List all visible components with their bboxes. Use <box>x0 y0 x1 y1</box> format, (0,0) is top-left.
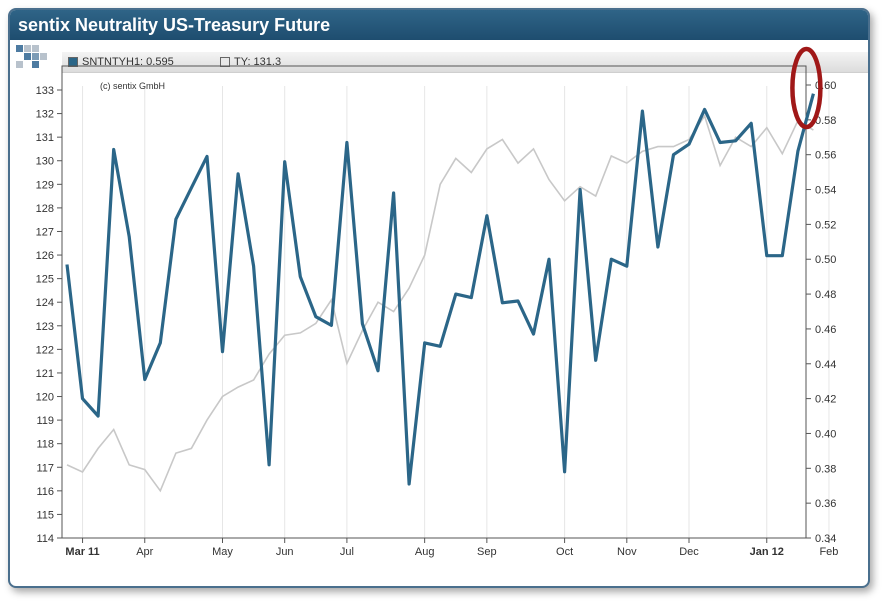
x-tick-label: May <box>212 546 233 558</box>
x-tick-label: Jun <box>276 546 294 558</box>
chart-panel: sentix Neutrality US-Treasury Future SNT… <box>8 8 870 588</box>
right-tick-label: 0.40 <box>815 428 836 440</box>
x-axis: Mar 11 Apr May Jun Jul Aug Sep Oct Nov Dec Jan 12 F… <box>65 538 838 558</box>
x-tick-label: Apr <box>136 546 153 558</box>
left-tick-label: 121 <box>36 368 54 380</box>
left-tick-label: 124 <box>36 297 54 309</box>
legend-sentiment-label: SNTNTYH1: 0.595 <box>82 56 174 68</box>
right-tick-label: 0.36 <box>815 498 836 510</box>
left-tick-label: 119 <box>36 415 54 427</box>
left-tick-label: 123 <box>36 321 54 333</box>
x-tick-label: Aug <box>415 546 435 558</box>
left-tick-label: 118 <box>36 439 54 451</box>
ty-price-line <box>66 114 814 493</box>
sentiment-line <box>65 93 815 486</box>
x-tick-label: Feb <box>819 546 838 558</box>
chart-title: sentix Neutrality US-Treasury Future <box>10 10 868 40</box>
x-tick-label: Mar 11 <box>65 546 99 558</box>
left-tick-label: 122 <box>36 344 54 356</box>
highlight-ring-icon <box>790 46 823 130</box>
right-tick-label: 0.44 <box>815 359 836 371</box>
left-tick-label: 131 <box>36 132 54 144</box>
legend-item-sentiment[interactable]: SNTNTYH1: 0.595 <box>68 52 174 72</box>
left-tick-label: 133 <box>36 85 54 97</box>
left-tick-label: 132 <box>36 109 54 121</box>
left-tick-label: 125 <box>36 274 54 286</box>
copyright-note: (c) sentix GmbH <box>100 81 165 91</box>
right-tick-label: 0.38 <box>815 463 836 475</box>
right-tick-label: 0.42 <box>815 394 836 406</box>
right-tick-label: 0.34 <box>815 533 836 545</box>
right-tick-label: 0.48 <box>815 289 836 301</box>
x-tick-label: Sep <box>477 546 497 558</box>
left-tick-label: 130 <box>36 156 54 168</box>
x-tick-label: Oct <box>556 546 573 558</box>
right-axis: 0.34 0.36 0.38 0.40 0.42 0.44 0.46 0.48 0.50 0.52… <box>806 80 836 545</box>
left-tick-label: 120 <box>36 392 54 404</box>
left-tick-label: 114 <box>36 533 54 545</box>
price-swatch-icon <box>220 57 230 68</box>
legend-price-label: TY: 131.3 <box>234 56 282 68</box>
left-tick-label: 129 <box>36 179 54 191</box>
x-tick-label: Jul <box>340 546 354 558</box>
plot-area <box>61 65 807 539</box>
left-tick-label: 115 <box>36 509 54 521</box>
right-tick-label: 0.56 <box>815 150 836 162</box>
left-axis: 114 115 116 117 118 119 120 121 122 123 124 125 126 1… <box>36 85 62 545</box>
right-tick-label: 0.52 <box>815 219 836 231</box>
right-tick-label: 0.54 <box>815 185 836 197</box>
x-tick-label: Dec <box>679 546 699 558</box>
left-tick-label: 116 <box>36 486 54 498</box>
sentiment-swatch-icon <box>68 57 78 68</box>
x-tick-label: Jan 12 <box>750 546 784 558</box>
left-tick-label: 128 <box>36 203 54 215</box>
right-tick-label: 0.50 <box>815 254 836 266</box>
legend-bar: SNTNTYH1: 0.595 TY: 131.3 <box>62 52 868 73</box>
right-tick-label: 0.58 <box>815 115 836 127</box>
right-tick-label: 0.46 <box>815 324 836 336</box>
left-tick-label: 126 <box>36 250 54 262</box>
x-tick-label: Nov <box>617 546 637 558</box>
left-tick-label: 117 <box>36 462 54 474</box>
left-tick-label: 127 <box>36 226 54 238</box>
legend-item-price[interactable]: TY: 131.3 <box>220 52 281 72</box>
